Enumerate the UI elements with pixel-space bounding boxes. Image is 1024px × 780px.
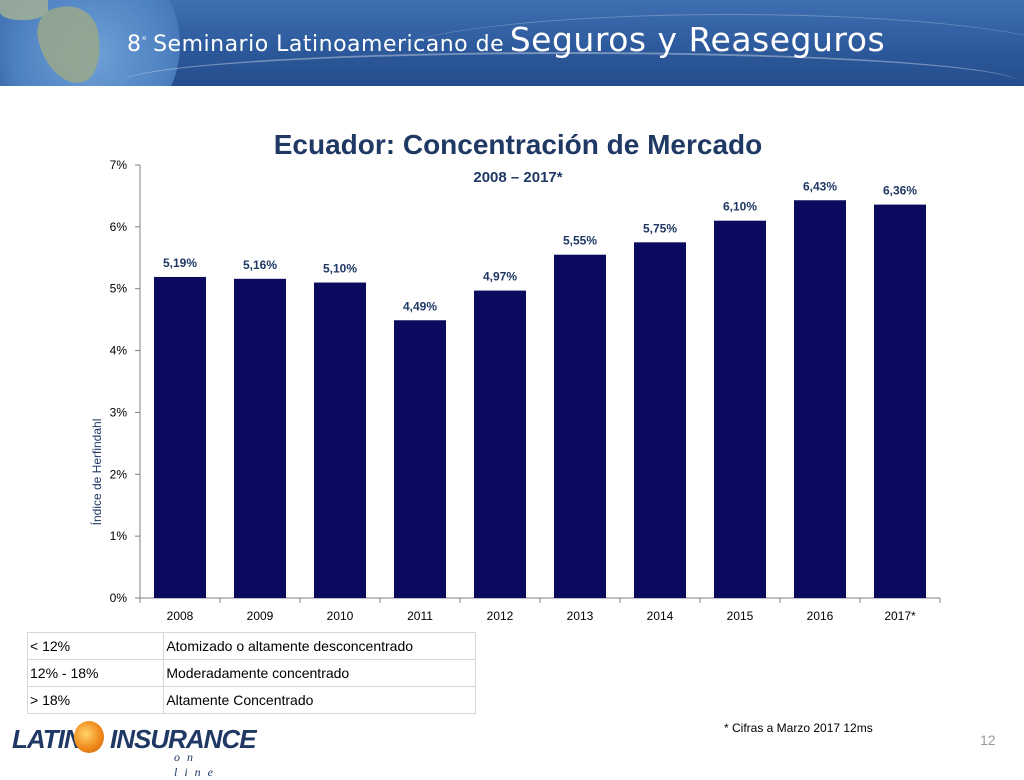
y-tick-label: 7% [110,158,128,172]
bar-value-label: 6,36% [883,184,917,198]
y-tick-label: 5% [110,282,128,296]
bar [554,254,606,598]
bar [634,242,686,599]
x-tick-label: 2016 [807,609,834,623]
header-banner: 8° Seminario Latinoamericano de Seguros … [0,0,1024,86]
bar [314,282,366,598]
chart-subtitle: 2008 – 2017* [473,169,562,186]
x-tick-label: 2014 [647,609,674,623]
scale-range: 12% - 18% [26,659,165,687]
scale-description: Moderadamente concentrado [163,659,476,687]
logo-tagline: on line [174,750,220,779]
y-axis-title: Índice de Herfindahl [89,419,104,526]
scale-description: Altamente Concentrado [163,686,476,714]
scale-row: < 12% Atomizado o altamente desconcentrad… [26,632,476,660]
herfindahl-bar-chart: Ecuador: Concentración de Mercado 2008 –… [89,129,941,623]
y-tick-label: 0% [110,591,128,605]
concentration-scale-table: < 12% Atomizado o altamente desconcentrad… [26,632,476,714]
bar-value-label: 5,55% [563,234,597,248]
bar-value-label: 6,43% [803,179,837,193]
bar-value-label: 5,10% [323,262,357,276]
bar-value-label: 5,16% [243,258,277,272]
latino-insurance-logo: LATINO INSURANCE on line [12,720,257,779]
page-number: 12 [980,732,996,748]
bar-value-label: 5,75% [643,221,677,235]
x-tick-label: 2010 [327,609,354,623]
seminar-title-small: Seminario Latinoamericano de [153,32,505,57]
bar [154,276,206,598]
seminar-title: 8° Seminario Latinoamericano de Seguros … [127,20,885,59]
decorative-swoosh-2 [380,14,1024,86]
seminar-ordinal: 8 [127,32,142,57]
bar-value-label: 6,10% [723,200,757,214]
bar [234,278,286,598]
bar [794,200,846,598]
map-graphic-north [0,0,48,20]
scale-row: 12% - 18% Moderadamente concentrado [26,659,476,687]
bar-value-label: 5,19% [163,256,197,270]
bar [874,204,926,598]
y-tick-label: 3% [110,405,128,419]
plot-area: 0% 1% 2% 3% 4% 5% 6% 7% 5,19% 2008 5,16% 2009 5,10% 2… [110,158,941,623]
y-tick-label: 6% [110,220,128,234]
scale-description: Atomizado o altamente desconcentrado [163,632,476,660]
y-tick-label: 4% [110,344,128,358]
x-tick-label: 2012 [487,609,514,623]
seminar-ordinal-suffix: ° [141,34,148,48]
scale-row: > 18% Altamente Concentrado [26,686,476,714]
x-tick-label: 2008 [167,609,194,623]
x-tick-label: 2009 [247,609,274,623]
y-tick-label: 2% [110,467,128,481]
y-tick-label: 1% [110,529,128,543]
bar [394,320,446,598]
chart-title: Ecuador: Concentración de Mercado [274,129,763,160]
logo-emblem-icon [74,721,104,753]
logo-word-insurance: INSURANCE [110,724,257,754]
x-tick-label: 2011 [407,609,433,623]
scale-range: > 18% [26,686,165,714]
x-tick-label: 2015 [727,609,754,623]
scale-range: < 12% [26,632,165,660]
bar-value-label: 4,49% [403,299,437,313]
bar-value-label: 4,97% [483,270,517,284]
bar [714,220,766,598]
footnote: * Cifras a Marzo 2017 12ms [724,721,873,735]
x-tick-label: 2017* [884,609,916,623]
bar [474,290,526,598]
x-tick-label: 2013 [567,609,594,623]
seminar-title-big: Seguros y Reaseguros [509,20,886,59]
